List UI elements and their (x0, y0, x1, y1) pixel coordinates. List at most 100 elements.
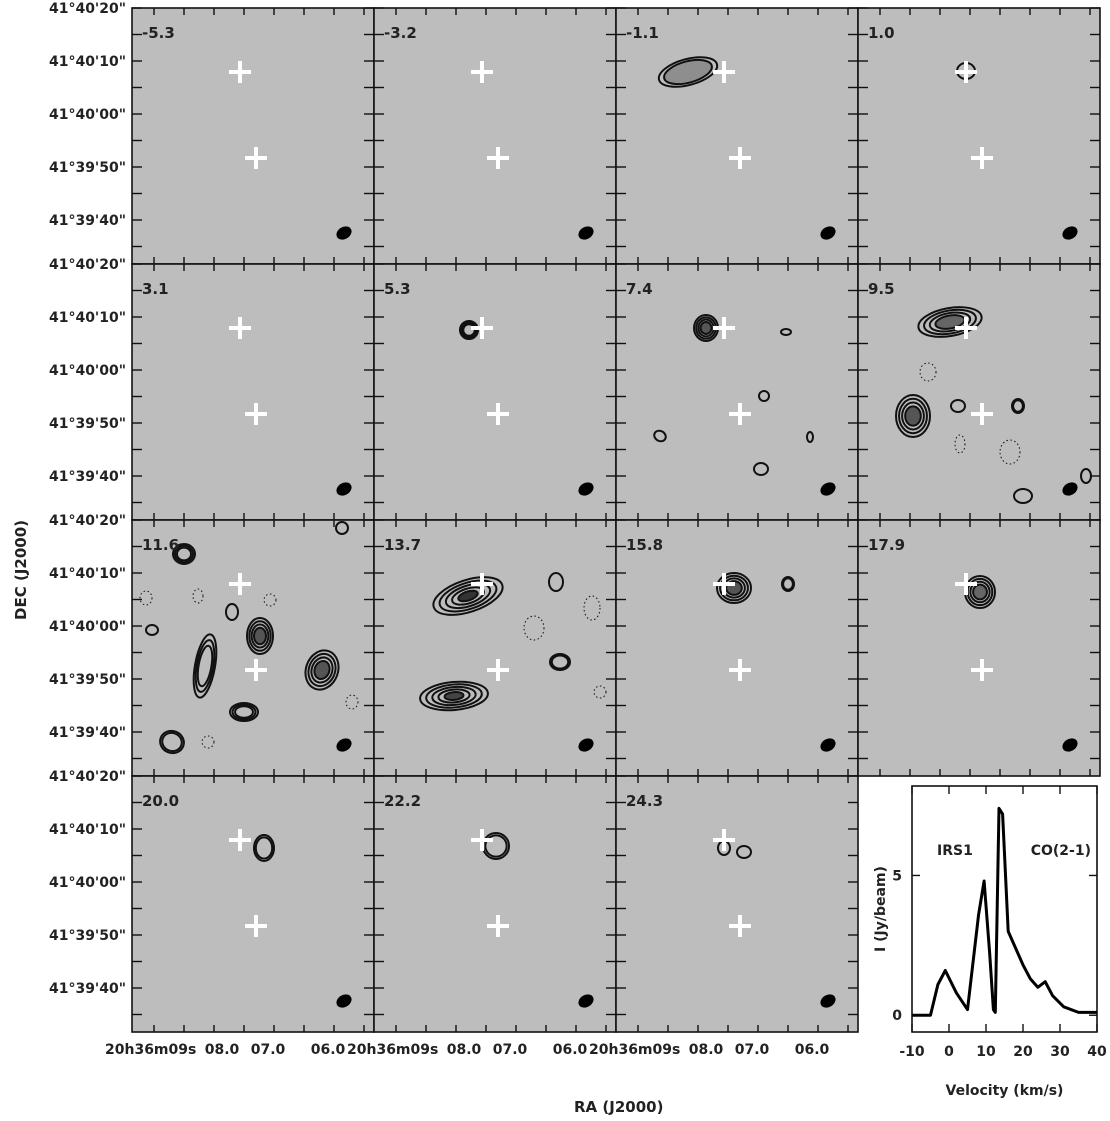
panel-background (858, 264, 1100, 520)
emission-contour (780, 328, 792, 336)
channel-panel: 3.1 (131, 263, 375, 521)
emission-contour (432, 576, 504, 616)
emission-contour (229, 702, 259, 722)
emission-contour (484, 834, 508, 858)
velocity-label: -5.3 (142, 24, 175, 42)
beam-ellipse (578, 738, 594, 752)
negative-contour (523, 615, 545, 641)
emission-contour (161, 731, 183, 753)
channel-panel: 22.2 (373, 775, 617, 1033)
dec-tick-label: 41°39'40" (49, 469, 126, 485)
channel-panel: 20.0 (131, 775, 375, 1033)
emission-contour (225, 603, 239, 621)
ra-tick-label: 20h36m09s (589, 1042, 680, 1058)
panel-background (616, 264, 858, 520)
contour-group (716, 572, 795, 604)
emission-contour (653, 429, 667, 443)
emission-contour (898, 397, 928, 435)
emission-contour (657, 56, 719, 88)
dec-tick-label: 41°40'10" (49, 54, 126, 70)
emission-contour (736, 845, 752, 859)
spectrum-inset: -10 0 10 20 30 40 0 5 IRS1 CO(2-1) Velocity (km/s)… (873, 785, 1107, 1099)
panel-background (374, 520, 616, 776)
channel-panel: 1.0 (857, 7, 1101, 265)
emission-contour (234, 705, 254, 719)
channel-panel: 11.6 (131, 519, 375, 777)
negative-contour (593, 685, 607, 699)
emission-contour (196, 644, 214, 688)
dec-tick-label: 41°40'00" (49, 107, 126, 123)
negative-contour (954, 434, 966, 454)
spectrum-xlabel: Velocity (km/s) (946, 1083, 1064, 1099)
emission-contour (753, 462, 769, 476)
emission-contour (719, 574, 749, 602)
velocity-label: 7.4 (626, 280, 653, 298)
beam-ellipse (336, 226, 352, 240)
emission-contour (145, 624, 159, 636)
negative-contour (263, 593, 277, 607)
emission-contour (253, 834, 275, 862)
velocity-label: 1.0 (868, 24, 895, 42)
channel-panel: 15.8 (615, 519, 859, 777)
velocity-label: 15.8 (626, 536, 663, 554)
emission-contour (716, 572, 752, 604)
emission-contour (175, 546, 193, 562)
beam-ellipse (336, 994, 352, 1008)
channel-panel: 9.5 (857, 263, 1101, 521)
dec-tick-label: 41°40'20" (49, 769, 126, 785)
dec-tick-label: 41°40'20" (49, 1, 126, 17)
ra-tick-label: 06.0 (795, 1042, 830, 1058)
negative-contour (345, 694, 359, 710)
emission-contour (781, 576, 795, 592)
dec-tick-label: 41°39'40" (49, 981, 126, 997)
emission-contour (231, 703, 257, 721)
velocity-label: 22.2 (384, 792, 421, 810)
contour-group (964, 575, 996, 609)
panel-border (615, 775, 859, 1033)
dec-tick-label: 41°40'20" (49, 257, 126, 273)
channel-panel: -5.3 (131, 7, 375, 265)
emission-contour (310, 656, 334, 684)
emission-contour (663, 58, 713, 86)
emission-contour (904, 405, 922, 427)
emission-contour (923, 308, 977, 336)
emission-contour (253, 626, 267, 646)
ra-tick-label: 07.0 (493, 1042, 528, 1058)
channel-panel: -3.2 (373, 7, 617, 265)
ra-tick-label: 08.0 (447, 1042, 482, 1058)
channel-panel: 7.4 (615, 263, 859, 521)
velocity-label: 24.3 (626, 792, 663, 810)
emission-contour (192, 633, 218, 699)
panel-background (858, 8, 1100, 264)
emission-contour (194, 639, 216, 693)
contour-group (139, 521, 359, 755)
velocity-label: 20.0 (142, 792, 179, 810)
spectrum-xtick-label: 10 (976, 1044, 996, 1060)
emission-contour (438, 579, 498, 613)
spectrum-xtick-label: 20 (1013, 1044, 1033, 1060)
emission-contour (431, 685, 477, 707)
ra-tick-label: 07.0 (735, 1042, 770, 1058)
spectrum-ylabel: I (Jy/beam) (873, 866, 889, 952)
dec-tick-label: 41°40'20" (49, 513, 126, 529)
ra-tick-label: 08.0 (205, 1042, 240, 1058)
emission-contour (307, 652, 337, 688)
contour-group (419, 572, 607, 712)
beam-ellipse (336, 738, 352, 752)
contour-group (653, 314, 814, 476)
negative-contour (919, 362, 937, 382)
emission-contour (550, 654, 570, 670)
dec-tick-label: 41°39'40" (49, 725, 126, 741)
emission-contour (782, 577, 794, 591)
emission-contour (895, 394, 931, 438)
emission-contour (549, 653, 571, 671)
emission-contour (950, 399, 966, 413)
spectrum-xtick-label: -10 (899, 1044, 925, 1060)
emission-contour (548, 572, 564, 592)
dec-tick-label: 41°39'50" (49, 160, 126, 176)
ra-tick-label: 06.0 (311, 1042, 346, 1058)
spectrum-line (912, 806, 1097, 1017)
channel-panel: 24.3 (615, 775, 859, 1033)
channel-panel: 5.3 (373, 263, 617, 521)
